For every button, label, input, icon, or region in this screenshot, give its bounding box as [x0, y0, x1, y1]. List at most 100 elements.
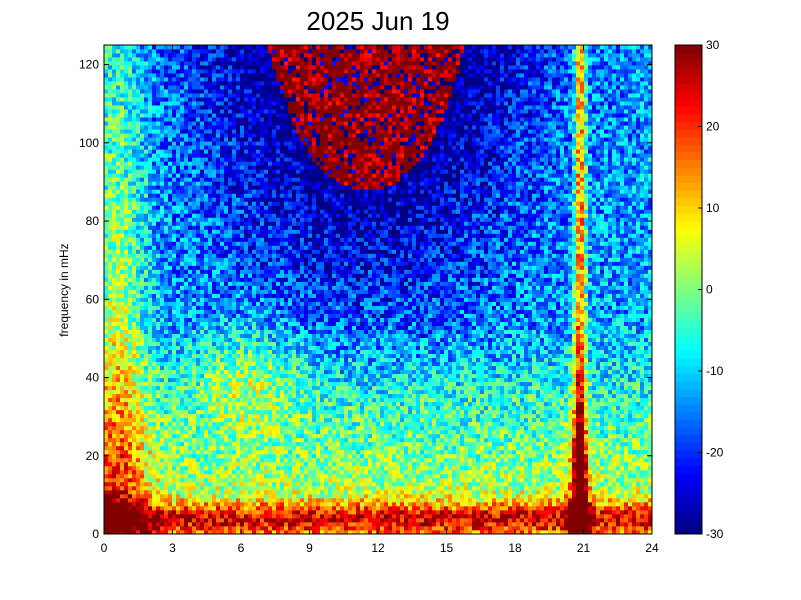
heatmap-cell — [108, 153, 112, 157]
heatmap-cell — [212, 281, 216, 285]
heatmap-cell — [128, 454, 132, 458]
heatmap-cell — [252, 494, 256, 498]
heatmap-cell — [260, 506, 264, 510]
heatmap-cell — [104, 149, 108, 153]
heatmap-cell — [184, 466, 188, 470]
heatmap-cell — [220, 177, 224, 181]
heatmap-cell — [164, 53, 168, 57]
heatmap-cell — [124, 141, 128, 145]
heatmap-cell — [208, 354, 212, 358]
heatmap-cell — [108, 257, 112, 261]
heatmap-cell — [204, 117, 208, 121]
heatmap-cell — [204, 273, 208, 277]
heatmap-cell — [220, 205, 224, 209]
heatmap-cell — [252, 253, 256, 257]
heatmap-cell — [132, 378, 136, 382]
heatmap-cell — [248, 53, 252, 57]
heatmap-cell — [140, 378, 144, 382]
heatmap-cell — [148, 406, 152, 410]
heatmap-cell — [244, 390, 248, 394]
heatmap-cell — [124, 129, 128, 133]
heatmap-cell — [216, 358, 220, 362]
heatmap-cell — [128, 334, 132, 338]
heatmap-cell — [180, 510, 184, 514]
heatmap-cell — [192, 450, 196, 454]
heatmap-cell — [152, 406, 156, 410]
heatmap-cell — [228, 482, 232, 486]
heatmap-cell — [152, 285, 156, 289]
heatmap-cell — [124, 149, 128, 153]
heatmap-cell — [204, 249, 208, 253]
heatmap-cell — [160, 358, 164, 362]
heatmap-cell — [256, 225, 260, 229]
heatmap-cell — [112, 374, 116, 378]
heatmap-cell — [180, 45, 184, 49]
heatmap-cell — [160, 422, 164, 426]
heatmap-cell — [132, 261, 136, 265]
heatmap-cell — [152, 526, 156, 530]
heatmap-cell — [204, 257, 208, 261]
heatmap-cell — [216, 245, 220, 249]
heatmap-cell — [256, 97, 260, 101]
heatmap-cell — [252, 245, 256, 249]
heatmap-cell — [244, 241, 248, 245]
heatmap-cell — [264, 306, 268, 310]
heatmap-cell — [152, 73, 156, 77]
heatmap-cell — [236, 422, 240, 426]
heatmap-cell — [124, 153, 128, 157]
heatmap-cell — [224, 418, 228, 422]
heatmap-cell — [144, 269, 148, 273]
heatmap-cell — [232, 209, 236, 213]
heatmap-cell — [232, 318, 236, 322]
heatmap-cell — [164, 229, 168, 233]
heatmap-cell — [108, 434, 112, 438]
heatmap-cell — [192, 502, 196, 506]
heatmap-cell — [140, 173, 144, 177]
heatmap-cell — [140, 326, 144, 330]
heatmap-cell — [192, 466, 196, 470]
heatmap-cell — [252, 394, 256, 398]
heatmap-cell — [244, 502, 248, 506]
heatmap-cell — [240, 478, 244, 482]
heatmap-cell — [192, 125, 196, 129]
heatmap-cell — [112, 518, 116, 522]
heatmap-cell — [212, 209, 216, 213]
heatmap-cell — [260, 522, 264, 526]
heatmap-cell — [256, 322, 260, 326]
heatmap-cell — [216, 490, 220, 494]
heatmap-cell — [260, 350, 264, 354]
heatmap-cell — [120, 490, 124, 494]
heatmap-cell — [112, 434, 116, 438]
heatmap-cell — [240, 165, 244, 169]
heatmap-cell — [228, 390, 232, 394]
heatmap-cell — [172, 330, 176, 334]
heatmap-cell — [144, 518, 148, 522]
heatmap-cell — [208, 322, 212, 326]
heatmap-cell — [112, 442, 116, 446]
heatmap-cell — [172, 358, 176, 362]
heatmap-cell — [120, 410, 124, 414]
heatmap-cell — [168, 470, 172, 474]
heatmap-cell — [132, 97, 136, 101]
heatmap-cell — [196, 526, 200, 530]
heatmap-cell — [144, 161, 148, 165]
heatmap-cell — [180, 354, 184, 358]
heatmap-cell — [188, 213, 192, 217]
heatmap-cell — [264, 454, 268, 458]
heatmap-cell — [116, 261, 120, 265]
heatmap-cell — [124, 310, 128, 314]
heatmap-cell — [240, 342, 244, 346]
heatmap-cell — [168, 129, 172, 133]
heatmap-cell — [116, 434, 120, 438]
heatmap-cell — [252, 414, 256, 418]
heatmap-cell — [192, 390, 196, 394]
heatmap-cell — [148, 101, 152, 105]
heatmap-cell — [140, 362, 144, 366]
heatmap-cell — [140, 281, 144, 285]
heatmap-cell — [152, 462, 156, 466]
heatmap-cell — [204, 418, 208, 422]
heatmap-cell — [120, 161, 124, 165]
heatmap-cell — [152, 330, 156, 334]
heatmap-cell — [248, 490, 252, 494]
heatmap-cell — [124, 201, 128, 205]
